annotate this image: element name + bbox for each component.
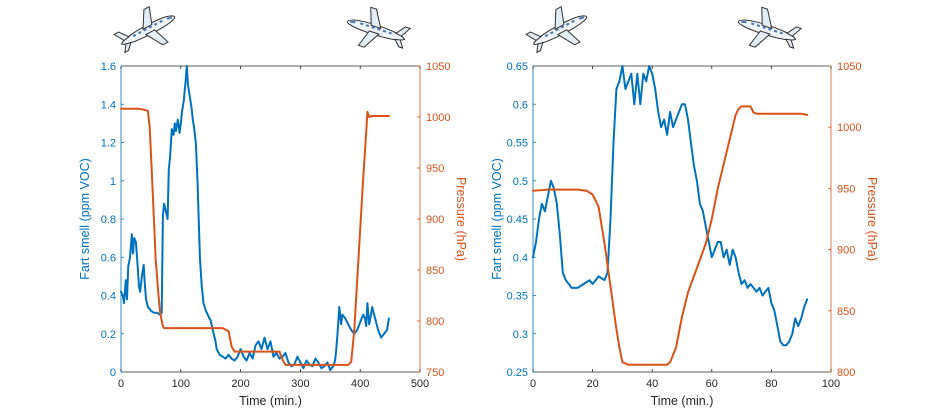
y-left-tick-label: 0.5 bbox=[513, 176, 528, 188]
y-right-tick-label: 850 bbox=[837, 306, 855, 318]
y-right-tick-label: 850 bbox=[426, 265, 444, 277]
y-left-tick-label: 0.6 bbox=[513, 99, 528, 111]
y-left-tick-label: 0.35 bbox=[507, 291, 528, 303]
y-left-tick-label: 1.4 bbox=[101, 99, 116, 111]
y-left-tick-label: 0 bbox=[110, 367, 116, 379]
y-right-tick-label: 1050 bbox=[426, 61, 450, 73]
y-axis-right-label: Pressure (hPa) bbox=[865, 177, 879, 261]
series-line-fart-smell bbox=[120, 65, 390, 372]
series-line-pressure bbox=[532, 105, 809, 366]
y-left-tick-label: 0.55 bbox=[507, 138, 528, 150]
x-tick-label: 100 bbox=[822, 378, 840, 390]
x-axis-label: Time (min.) bbox=[239, 394, 302, 408]
x-tick-label: 300 bbox=[291, 378, 309, 390]
y-right-tick-label: 750 bbox=[426, 367, 444, 379]
y-left-tick-label: 0.8 bbox=[101, 214, 116, 226]
y-right-tick-label: 950 bbox=[837, 183, 855, 195]
x-tick-label: 0 bbox=[530, 378, 536, 390]
y-left-tick-label: 1.2 bbox=[101, 138, 116, 150]
airplane-landing-icon bbox=[737, 6, 803, 49]
y-right-tick-label: 900 bbox=[837, 245, 855, 257]
y-left-tick-label: 0.65 bbox=[507, 61, 528, 73]
y-left-tick-label: 1 bbox=[110, 176, 116, 188]
airplane-takeoff-icon bbox=[525, 5, 588, 54]
x-tick-label: 60 bbox=[706, 378, 718, 390]
y-axis-left-label: Fart smell (ppm VOC) bbox=[490, 158, 504, 280]
series-line-pressure bbox=[120, 107, 390, 366]
y-axis-left-label: Fart smell (ppm VOC) bbox=[78, 158, 92, 280]
x-tick-label: 80 bbox=[765, 378, 777, 390]
x-tick-label: 0 bbox=[118, 378, 124, 390]
chart-panel-2: 0 20 40 60 80 100 0.25 0.3 0.35 0.4 0.45 0.5 0.55 0.6… bbox=[490, 61, 879, 408]
y-left-tick-label: 0.2 bbox=[101, 329, 116, 341]
y-right-tick-label: 800 bbox=[837, 367, 855, 379]
x-tick-label: 200 bbox=[231, 378, 249, 390]
y-right-tick-label: 950 bbox=[426, 163, 444, 175]
airplane-takeoff-icon bbox=[113, 5, 176, 54]
y-right-tick-label: 1050 bbox=[837, 61, 861, 73]
x-tick-label: 400 bbox=[351, 378, 369, 390]
y-axis-right-label: Pressure (hPa) bbox=[454, 177, 468, 261]
series-line-fart-smell bbox=[532, 65, 809, 347]
y-left-tick-label: 0.6 bbox=[101, 252, 116, 264]
y-right-tick-label: 900 bbox=[426, 214, 444, 226]
y-right-tick-label: 1000 bbox=[426, 112, 450, 124]
y-left-tick-label: 0.45 bbox=[507, 214, 528, 226]
x-tick-label: 40 bbox=[646, 378, 658, 390]
y-left-tick-label: 0.4 bbox=[513, 252, 528, 264]
y-left-tick-label: 1.6 bbox=[101, 61, 116, 73]
x-tick-label: 100 bbox=[172, 378, 190, 390]
y-left-tick-label: 0.3 bbox=[513, 329, 528, 341]
chart-panel-1: 0 100 200 300 400 500 0 0.2 0.4 0.6 0.8 1 1.2 1.4 1.6 7… bbox=[78, 61, 468, 408]
x-tick-label: 500 bbox=[411, 378, 429, 390]
y-right-tick-label: 800 bbox=[426, 316, 444, 328]
x-tick-label: 20 bbox=[586, 378, 598, 390]
airplane-landing-icon bbox=[346, 6, 412, 49]
y-left-tick-label: 0.25 bbox=[507, 367, 528, 379]
y-left-tick-label: 0.4 bbox=[101, 291, 116, 303]
x-axis-label: Time (min.) bbox=[651, 394, 714, 408]
y-right-tick-label: 1000 bbox=[837, 122, 861, 134]
